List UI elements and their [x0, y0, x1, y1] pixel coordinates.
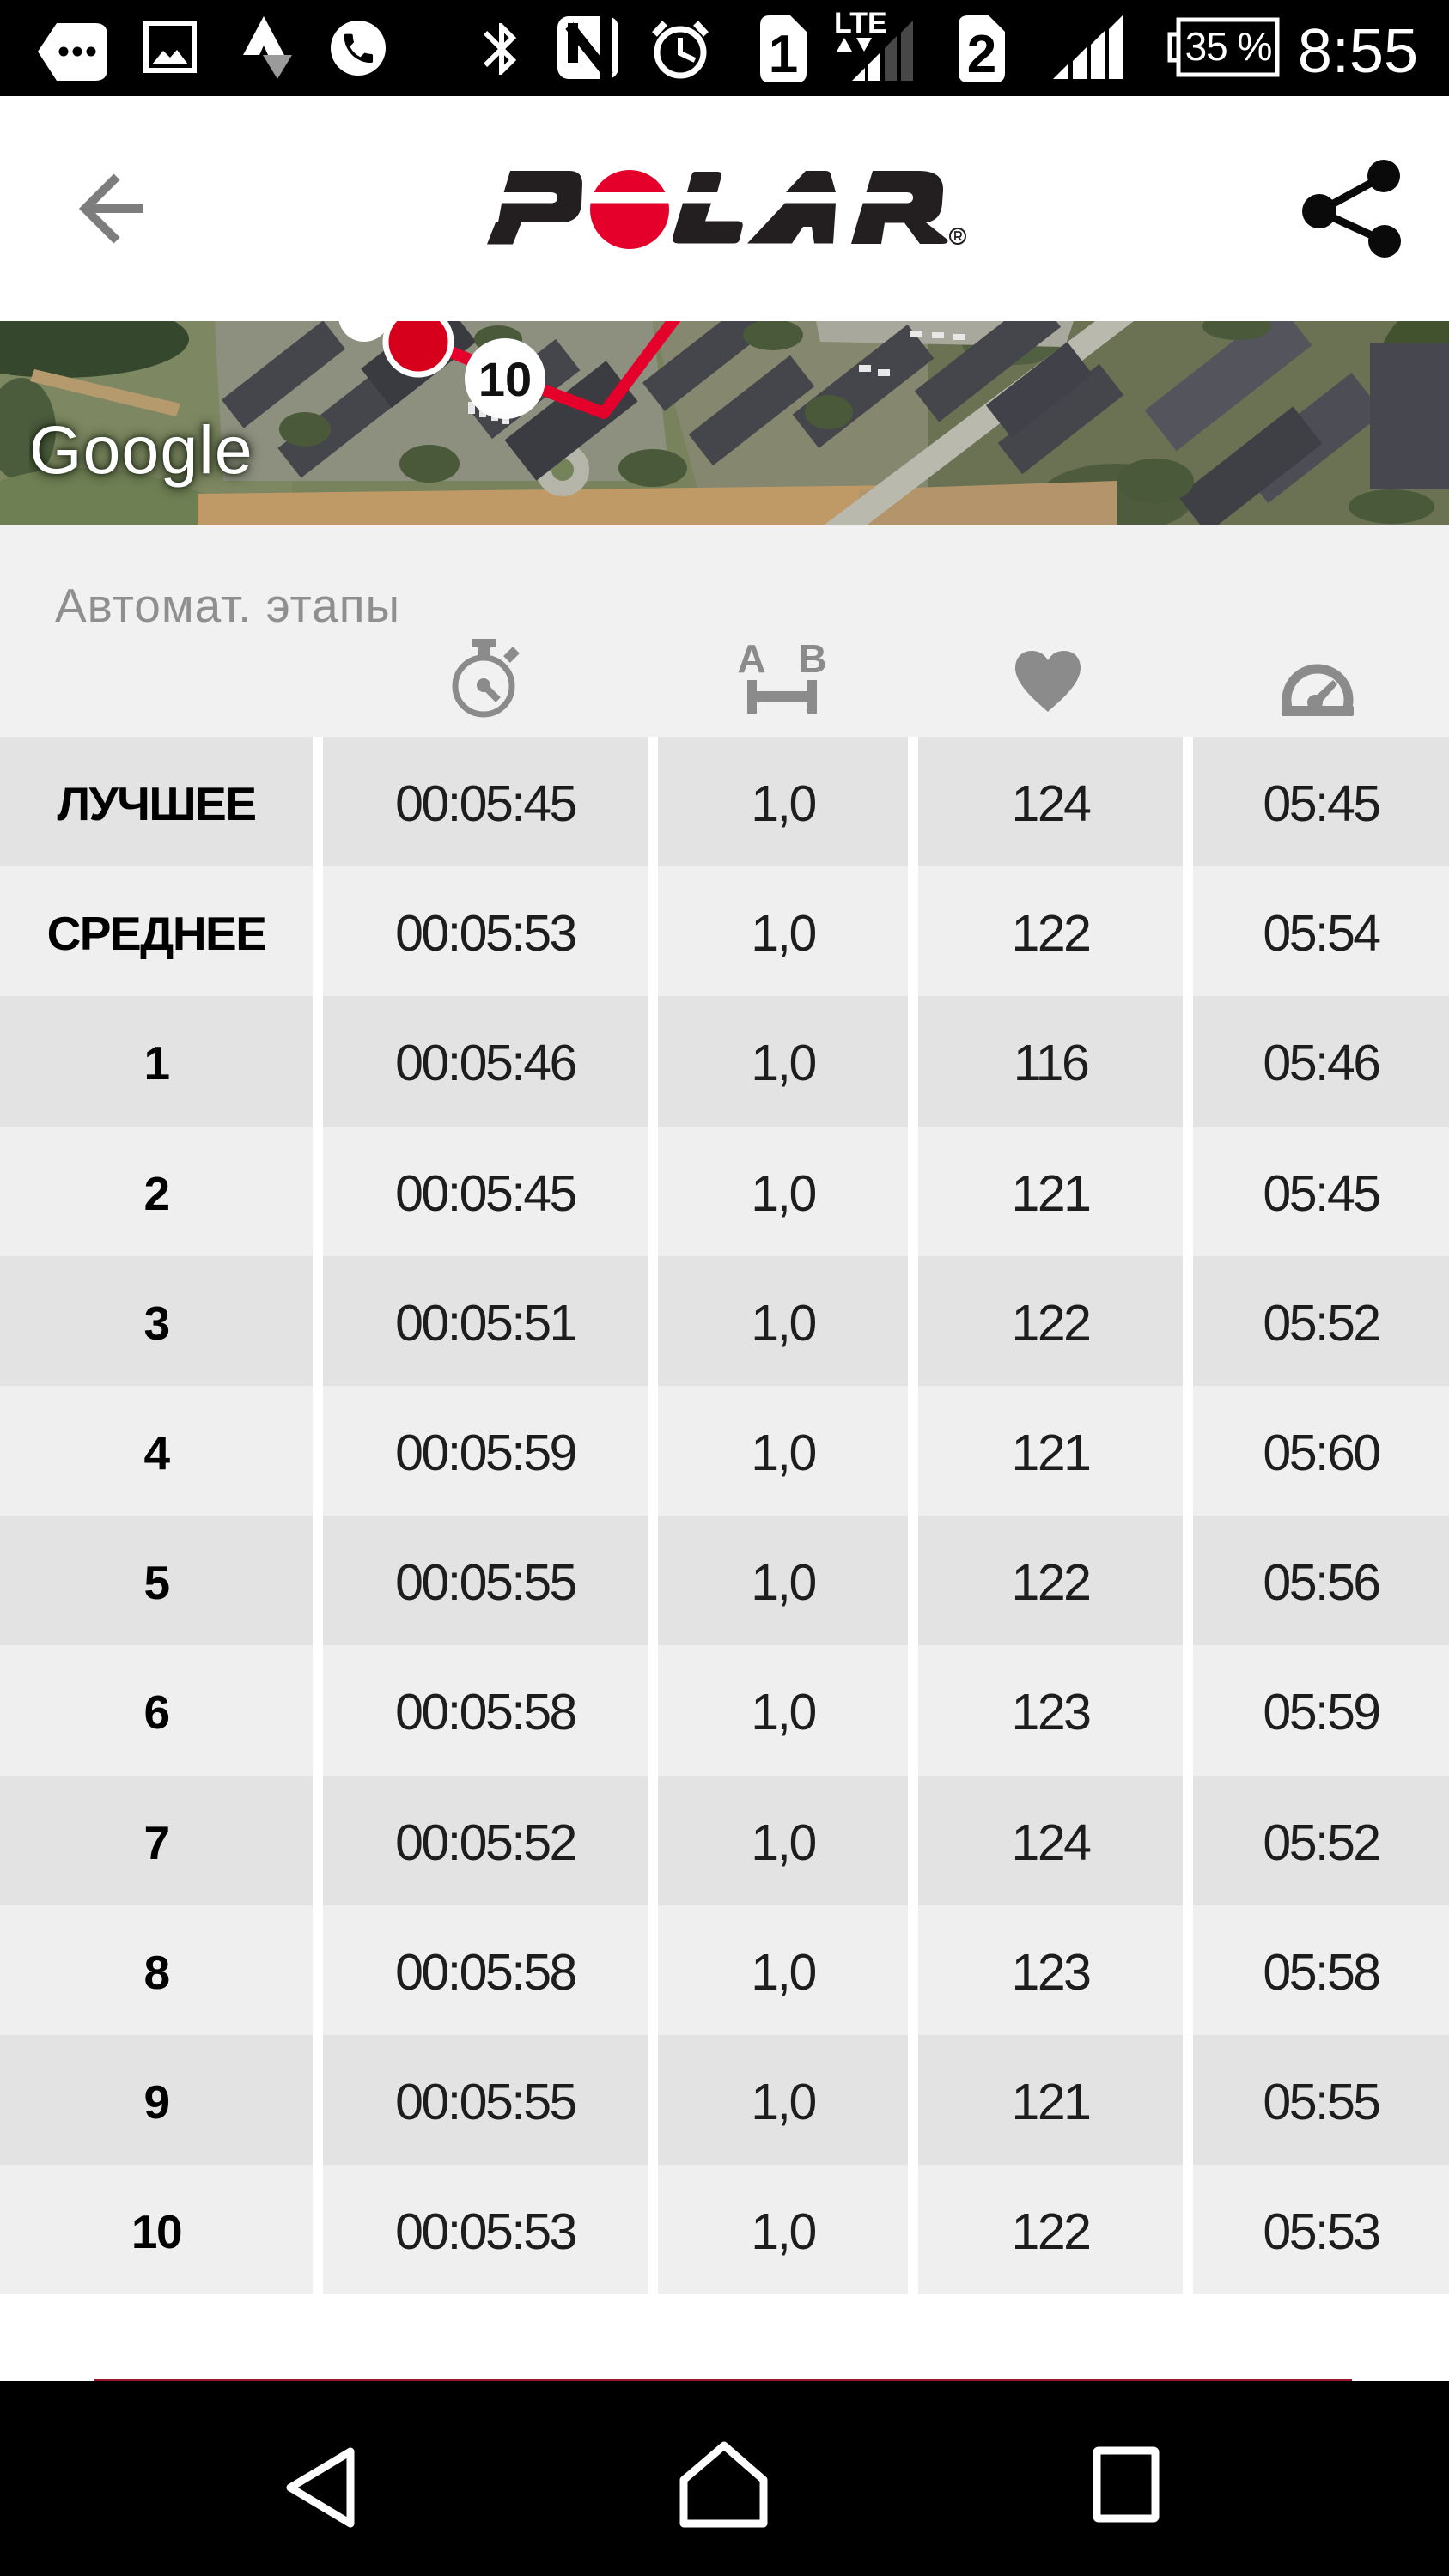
- svg-text:10: 10: [478, 352, 532, 406]
- svg-text:LTE: LTE: [834, 7, 887, 39]
- svg-text:2: 2: [967, 25, 996, 84]
- svg-text:8:55: 8:55: [1298, 17, 1418, 86]
- svg-text:B: B: [798, 636, 826, 681]
- svg-text:1: 1: [769, 25, 798, 84]
- svg-text:A: A: [737, 636, 765, 681]
- svg-text:35 %: 35 %: [1185, 24, 1272, 69]
